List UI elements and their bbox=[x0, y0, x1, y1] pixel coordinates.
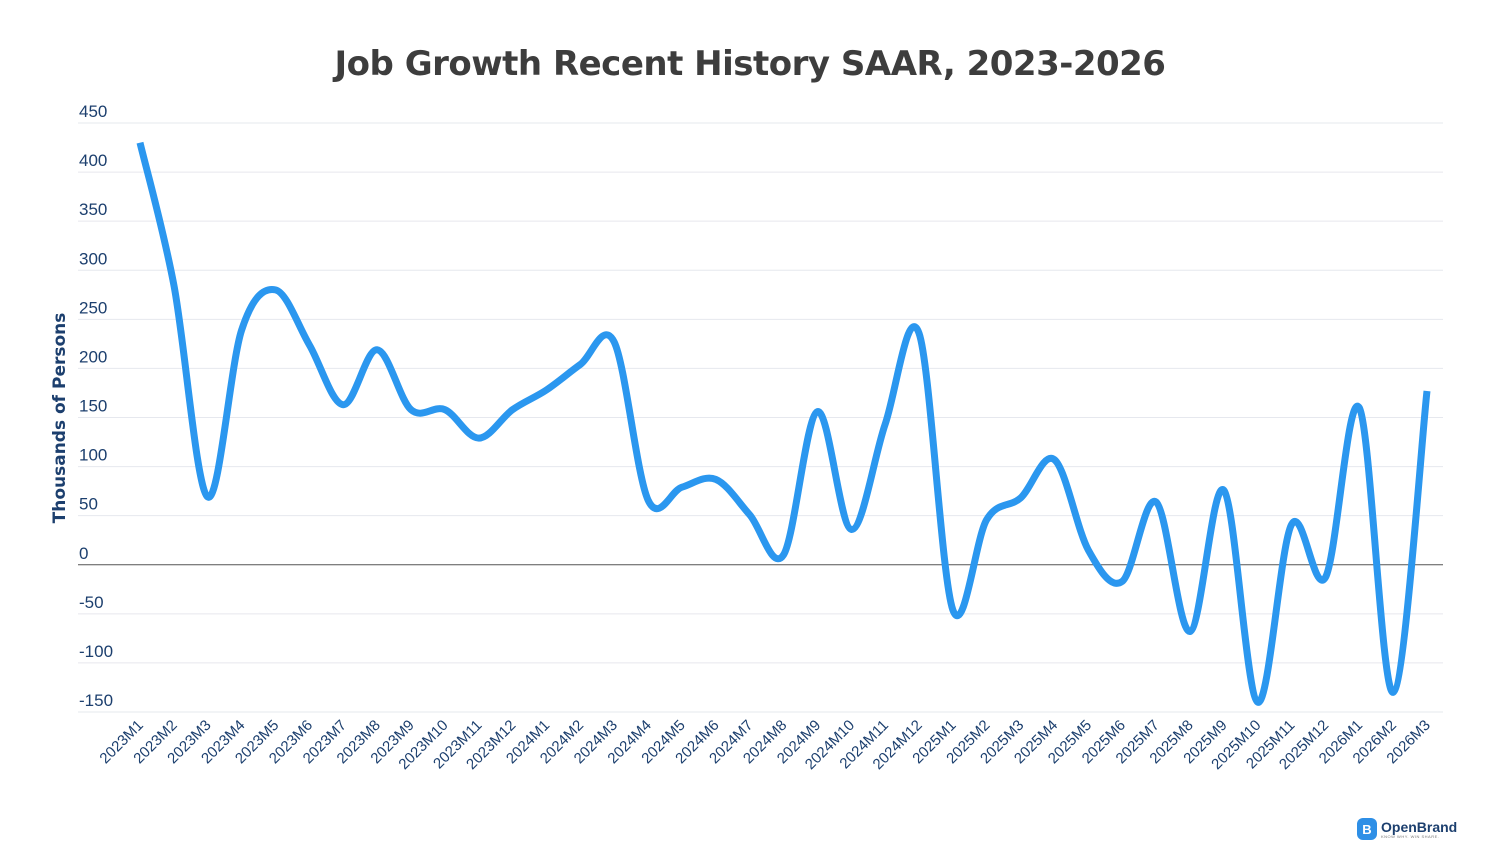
chart-title: Job Growth Recent History SAAR, 2023-202… bbox=[334, 44, 1166, 84]
y-tick-label: 150 bbox=[79, 397, 107, 416]
logo-mark-icon: B bbox=[1357, 818, 1377, 840]
series-line-job-growth bbox=[136, 141, 1431, 706]
y-axis-label: Thousands of Persons bbox=[50, 312, 70, 524]
y-tick-label: -150 bbox=[79, 691, 113, 710]
logo-name: OpenBrand bbox=[1381, 818, 1458, 835]
y-tick-label: 450 bbox=[79, 102, 107, 121]
y-tick-label: -50 bbox=[79, 593, 104, 612]
y-tick-label: 300 bbox=[79, 249, 107, 268]
y-tick-label: 250 bbox=[79, 298, 107, 317]
y-tick-label: 400 bbox=[79, 151, 107, 170]
y-tick-label: 200 bbox=[79, 347, 107, 366]
y-tick-label: 50 bbox=[79, 495, 98, 514]
openbrand-logo: B OpenBrand KNOW WHY. WIN SHARE. bbox=[1357, 818, 1457, 840]
y-tick-label: 350 bbox=[79, 200, 107, 219]
y-tick-label: -100 bbox=[79, 642, 113, 661]
y-tick-label: 100 bbox=[79, 446, 107, 465]
logo-tagline: KNOW WHY. WIN SHARE. bbox=[1381, 833, 1440, 839]
y-tick-label: 0 bbox=[79, 544, 88, 563]
